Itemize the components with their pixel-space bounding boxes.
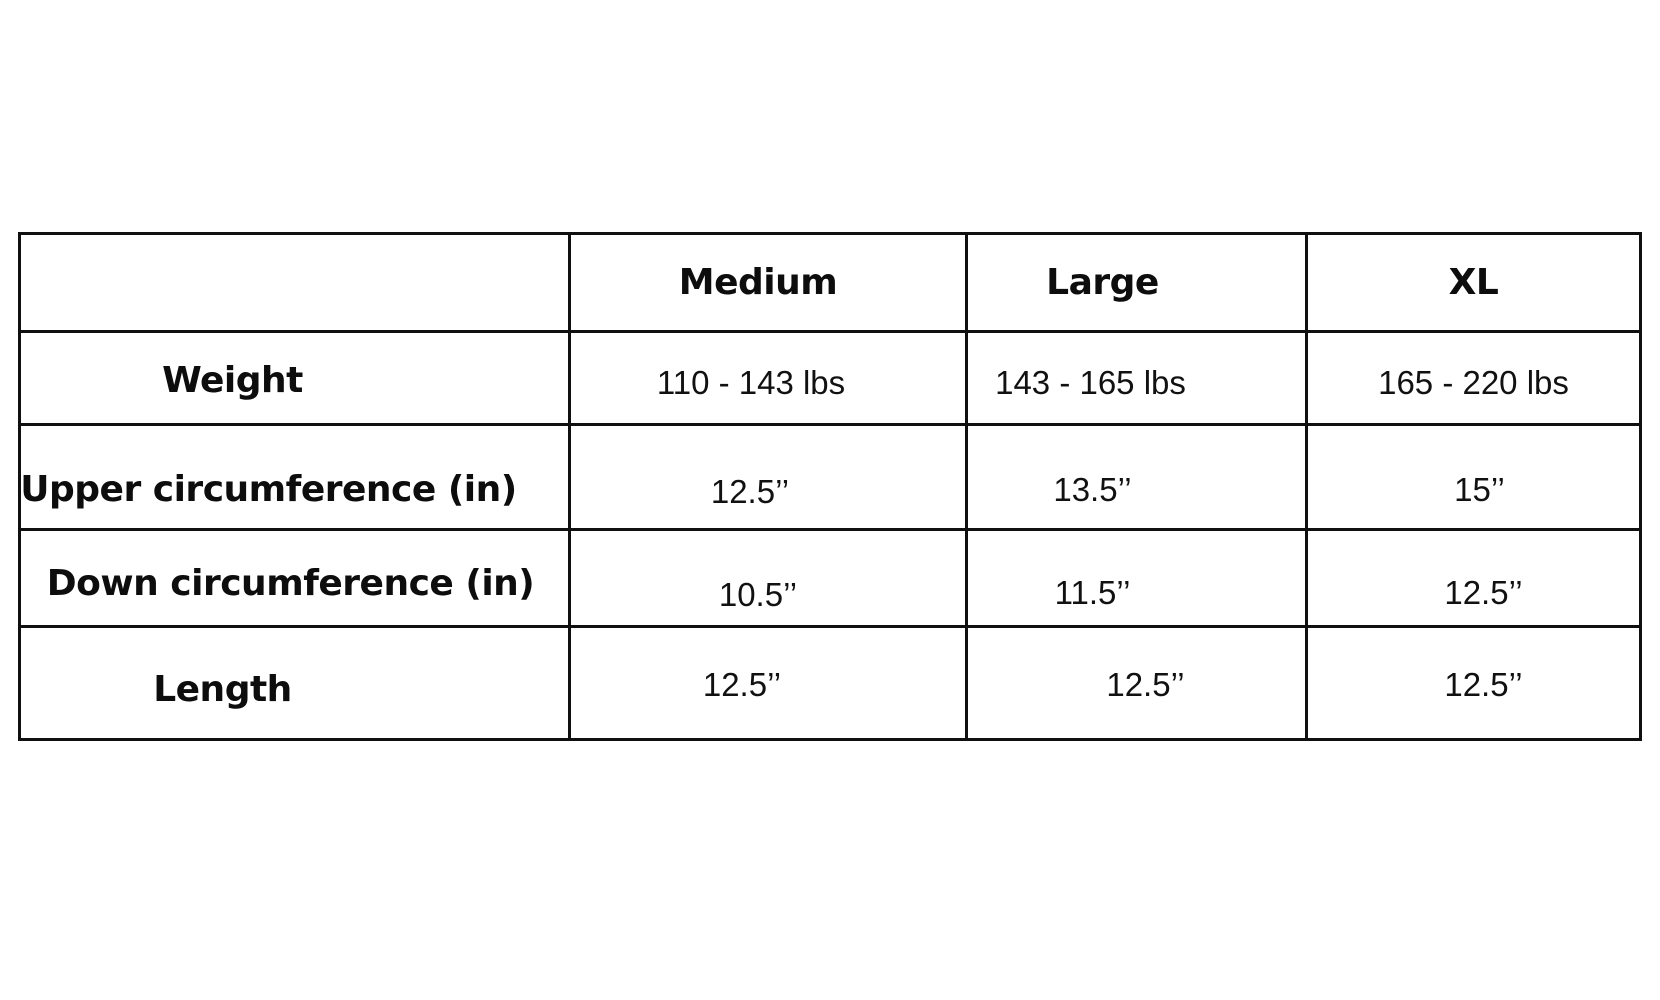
column-header-large: Large — [968, 235, 1308, 333]
cell-value: 12.5’’ — [702, 666, 782, 703]
cell-value: 11.5’’ — [1054, 574, 1131, 611]
table-cell-down-medium: 10.5’’ — [571, 531, 968, 628]
column-header-large-label: Large — [1046, 262, 1159, 303]
table-cell-weight-large: 143 - 165 lbs — [968, 333, 1308, 426]
row-label-upper-circumference-text: Upper circumference (in) — [21, 468, 517, 510]
table-cell-weight-xl: 165 - 220 lbs — [1308, 333, 1639, 426]
table-cell-weight-medium: 110 - 143 lbs — [571, 333, 968, 426]
row-label-down-circumference-text: Down circumference (in) — [46, 562, 535, 604]
cell-value: 12.5’’ — [1444, 574, 1523, 611]
column-header-medium-label: Medium — [678, 262, 838, 303]
cell-value: 15’’ — [1454, 471, 1505, 508]
cell-value: 12.5’’ — [710, 473, 790, 510]
table-cell-down-large: 11.5’’ — [968, 531, 1308, 628]
row-label-length: Length — [21, 628, 571, 738]
table-cell-down-xl: 12.5’’ — [1308, 531, 1639, 628]
row-label-weight: Weight — [21, 333, 571, 426]
table-cell-length-xl: 12.5’’ — [1308, 628, 1639, 738]
row-label-upper-circumference: Upper circumference (in) — [21, 426, 571, 531]
column-header-xl: XL — [1308, 235, 1639, 333]
table-cell-upper-xl: 15’’ — [1308, 426, 1639, 531]
cell-value: 10.5’’ — [718, 576, 798, 613]
column-header-xl-label: XL — [1448, 262, 1499, 303]
cell-value: 165 - 220 lbs — [1378, 364, 1569, 401]
table-cell-upper-medium: 12.5’’ — [571, 426, 968, 531]
table-cell-length-large: 12.5’’ — [968, 628, 1308, 738]
cell-value: 13.5’’ — [1053, 471, 1132, 508]
cell-value: 143 - 165 lbs — [995, 364, 1186, 401]
row-label-length-text: Length — [153, 668, 292, 710]
row-label-down-circumference: Down circumference (in) — [21, 531, 571, 628]
cell-value: 110 - 143 lbs — [656, 364, 846, 401]
corner-header-cell — [21, 235, 571, 333]
table-cell-upper-large: 13.5’’ — [968, 426, 1308, 531]
table-cell-length-medium: 12.5’’ — [571, 628, 968, 738]
cell-value: 12.5’’ — [1106, 666, 1185, 703]
row-label-weight-text: Weight — [162, 359, 303, 401]
column-header-medium: Medium — [571, 235, 968, 333]
cell-value: 12.5’’ — [1444, 666, 1523, 703]
size-table: Medium Large XL Weight 110 - 143 lbs 143… — [18, 232, 1642, 741]
